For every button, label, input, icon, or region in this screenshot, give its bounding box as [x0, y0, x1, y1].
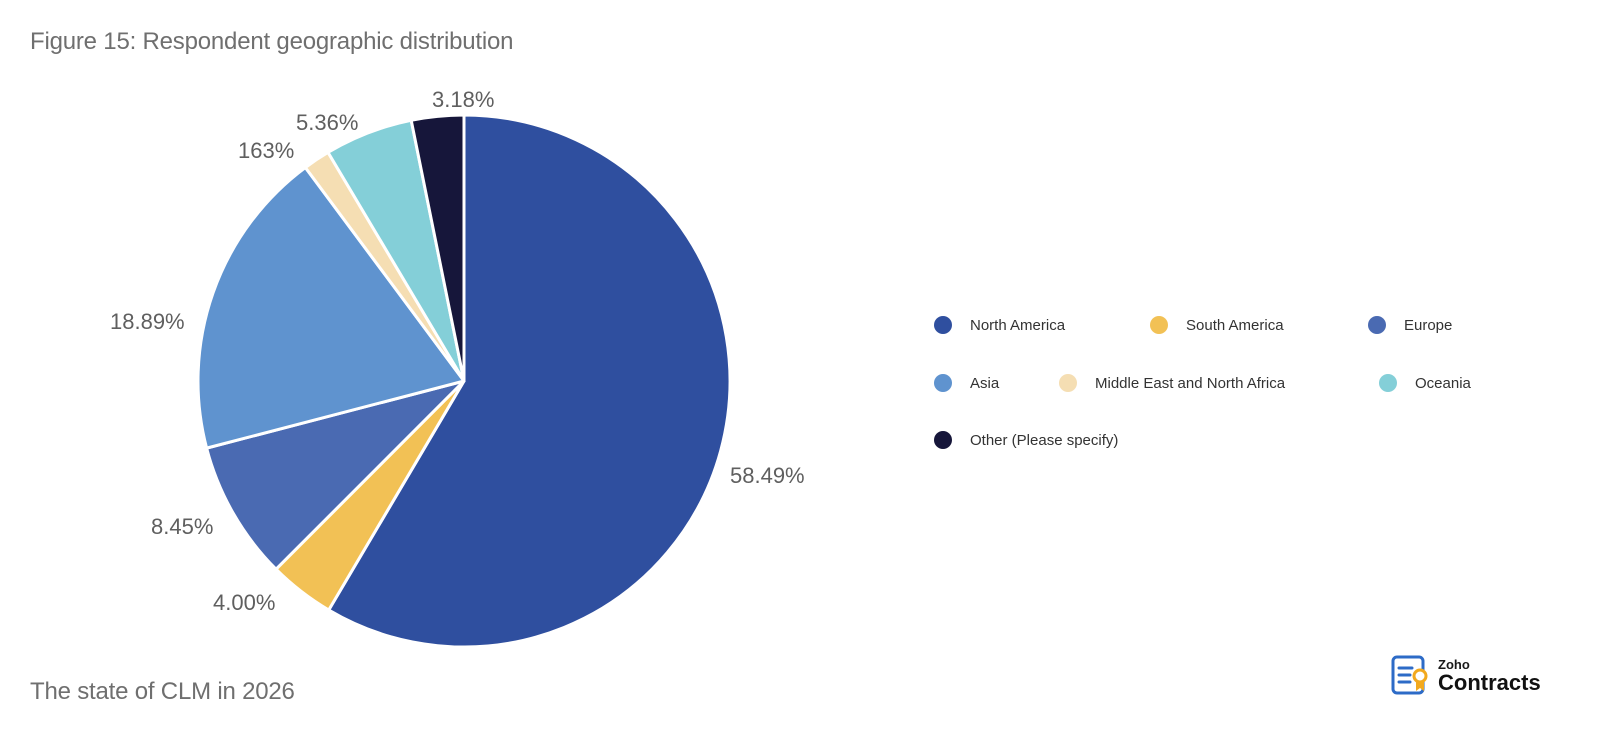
label-south-america: 4.00%	[213, 590, 276, 615]
label-mena: 163%	[238, 138, 295, 163]
legend-label: Oceania	[1415, 374, 1471, 392]
legend-dot-icon	[934, 316, 952, 334]
legend-label: Asia	[970, 374, 1000, 392]
footer-caption: The state of CLM in 2026	[30, 678, 295, 705]
legend-label: Middle East and North Africa	[1095, 374, 1286, 392]
pie-slice-asia[interactable]	[196, 165, 466, 450]
legend-dot-icon	[934, 374, 952, 392]
legend-dot-icon	[1379, 374, 1397, 392]
legend-item-oceania[interactable]: Oceania	[1379, 374, 1471, 392]
pie-slice-north-america[interactable]	[327, 113, 732, 649]
label-other: 3.18%	[432, 87, 495, 112]
legend-label: South America	[1186, 316, 1284, 334]
pie-slice-europe[interactable]	[205, 379, 466, 571]
pie-slice-other[interactable]	[409, 113, 466, 383]
legend-dot-icon	[934, 431, 952, 449]
legend-item-south-america[interactable]: South America	[1150, 316, 1284, 334]
legend-item-europe[interactable]: Europe	[1368, 316, 1452, 334]
legend-item-mena[interactable]: Middle East and North Africa	[1059, 374, 1285, 392]
logo-product: Contracts	[1438, 670, 1541, 695]
legend-item-other[interactable]: Other (Please specify)	[934, 431, 1118, 449]
legend-item-north-america[interactable]: North America	[934, 316, 1065, 334]
legend-label: North America	[970, 316, 1066, 334]
legend-dot-icon	[1059, 374, 1077, 392]
zoho-contracts-logo: Zoho Contracts	[1390, 654, 1541, 698]
legend-dot-icon	[1368, 316, 1386, 334]
legend-label: Other (Please specify)	[970, 431, 1119, 449]
logo-brand: Zoho	[1438, 657, 1470, 672]
label-north-america: 58.49%	[730, 463, 805, 488]
legend-label: Europe	[1404, 316, 1453, 334]
label-oceania: 5.36%	[296, 110, 359, 135]
chart-title: Figure 15: Respondent geographic distrib…	[30, 28, 514, 55]
label-asia: 18.89%	[110, 309, 185, 334]
contract-document-icon	[1391, 655, 1428, 695]
label-europe: 8.45%	[151, 514, 214, 539]
legend-item-asia[interactable]: Asia	[934, 374, 999, 392]
legend-dot-icon	[1150, 316, 1168, 334]
